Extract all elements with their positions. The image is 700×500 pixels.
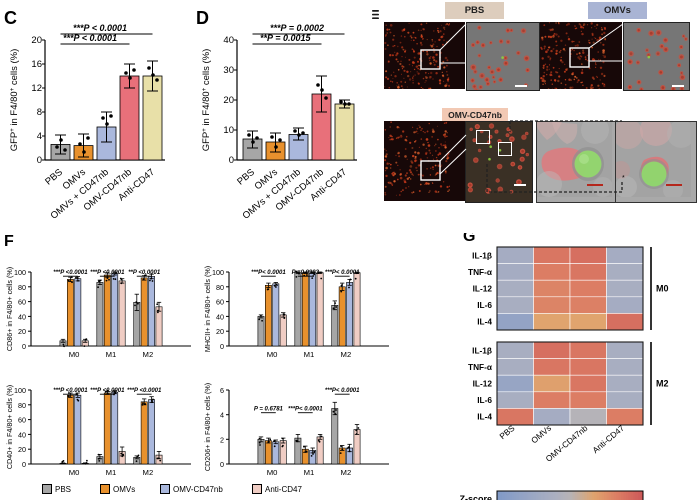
- svg-text:0: 0: [22, 342, 26, 351]
- svg-text:40: 40: [216, 312, 224, 321]
- svg-text:OMVs: OMVs: [529, 423, 553, 445]
- svg-text:6: 6: [220, 386, 224, 395]
- svg-text:IL-6: IL-6: [477, 395, 492, 405]
- svg-text:***P< 0.0001: ***P< 0.0001: [251, 270, 286, 276]
- svg-text:M2: M2: [656, 379, 669, 389]
- svg-text:CD206+ in F4/80+ cells (%): CD206+ in F4/80+ cells (%): [203, 383, 212, 471]
- svg-text:20: 20: [216, 327, 224, 336]
- svg-text:***P< 0.0001: ***P< 0.0001: [325, 270, 360, 276]
- svg-text:M2: M2: [341, 468, 352, 477]
- svg-text:IL-1β: IL-1β: [472, 250, 492, 260]
- svg-text:***P <0.0001: ***P <0.0001: [90, 388, 125, 394]
- svg-text:Anti-CD47: Anti-CD47: [590, 423, 626, 456]
- svg-text:8: 8: [37, 107, 42, 118]
- svg-text:P = 0.6781: P = 0.6781: [254, 407, 284, 413]
- svg-text:M0: M0: [267, 350, 278, 359]
- svg-text:60: 60: [18, 416, 26, 425]
- svg-text:M0: M0: [69, 350, 80, 359]
- svg-text:TNF-α: TNF-α: [468, 267, 493, 277]
- svg-text:IL-12: IL-12: [473, 379, 493, 389]
- svg-text:CD86+ in F4/80+ cells (%): CD86+ in F4/80+ cells (%): [5, 267, 14, 351]
- svg-text:**P <0.0001: **P <0.0001: [128, 270, 161, 276]
- svg-text:20: 20: [18, 327, 26, 336]
- svg-text:4: 4: [37, 131, 42, 142]
- svg-text:G: G: [463, 233, 475, 245]
- svg-text:***P <0.0001: ***P <0.0001: [127, 388, 162, 394]
- svg-text:M1: M1: [304, 350, 315, 359]
- svg-text:***P <0.0001: ***P <0.0001: [90, 270, 125, 276]
- svg-text:TNF-α: TNF-α: [468, 362, 493, 372]
- svg-text:M1: M1: [106, 468, 117, 477]
- svg-text:M1: M1: [106, 350, 117, 359]
- svg-text:CD40+ in F4/80+ cells (%): CD40+ in F4/80+ cells (%): [5, 385, 14, 469]
- svg-text:M0: M0: [656, 284, 669, 294]
- svg-text:MHCII+ in F4/80+ cells (%): MHCII+ in F4/80+ cells (%): [203, 266, 212, 352]
- svg-text:M1: M1: [304, 468, 315, 477]
- svg-text:100: 100: [14, 268, 26, 277]
- svg-text:0: 0: [22, 460, 26, 469]
- svg-text:60: 60: [18, 298, 26, 307]
- svg-text:***P< 0.0001: ***P< 0.0001: [325, 388, 360, 394]
- svg-text:M0: M0: [69, 468, 80, 477]
- svg-text:***P< 0.0001: ***P< 0.0001: [288, 407, 323, 413]
- svg-text:60: 60: [216, 298, 224, 307]
- svg-text:P =0.9993: P =0.9993: [292, 270, 320, 276]
- svg-text:80: 80: [18, 283, 26, 292]
- svg-text:***P <0.0001: ***P <0.0001: [53, 388, 88, 394]
- svg-text:M2: M2: [143, 350, 154, 359]
- svg-text:GFP+ in F4/80+ cells (%): GFP+ in F4/80+ cells (%): [201, 49, 212, 152]
- svg-text:*: *: [622, 175, 625, 182]
- svg-text:0: 0: [37, 155, 42, 166]
- svg-text:M2: M2: [341, 350, 352, 359]
- svg-text:***P < 0.0001: ***P < 0.0001: [63, 33, 117, 43]
- svg-text:20: 20: [31, 35, 42, 46]
- svg-text:20: 20: [223, 95, 234, 106]
- svg-text:M0: M0: [267, 468, 278, 477]
- svg-text:12: 12: [31, 83, 42, 94]
- svg-text:Z-score: Z-score: [459, 494, 492, 500]
- svg-text:IL-12: IL-12: [473, 284, 493, 294]
- svg-text:10: 10: [223, 125, 234, 136]
- svg-text:40: 40: [18, 430, 26, 439]
- svg-text:***P <0.0001: ***P <0.0001: [53, 270, 88, 276]
- svg-text:2: 2: [220, 435, 224, 444]
- svg-text:IL-6: IL-6: [477, 300, 492, 310]
- svg-text:**P = 0.0015: **P = 0.0015: [260, 33, 311, 43]
- svg-text:40: 40: [18, 312, 26, 321]
- svg-text:4: 4: [220, 411, 224, 420]
- svg-text:20: 20: [18, 445, 26, 454]
- svg-text:***P < 0.0001: ***P < 0.0001: [73, 23, 127, 33]
- svg-text:GFP+ in F4/80+ cells (%): GFP+ in F4/80+ cells (%): [9, 49, 20, 152]
- svg-text:***P = 0.0002: ***P = 0.0002: [270, 23, 324, 33]
- svg-text:80: 80: [216, 283, 224, 292]
- svg-text:100: 100: [14, 386, 26, 395]
- svg-text:0: 0: [220, 460, 224, 469]
- svg-text:80: 80: [18, 401, 26, 410]
- svg-text:IL-1β: IL-1β: [472, 345, 492, 355]
- svg-text:0: 0: [229, 155, 234, 166]
- svg-text:100: 100: [212, 268, 224, 277]
- svg-text:16: 16: [31, 59, 42, 70]
- svg-text:0: 0: [220, 342, 224, 351]
- svg-text:40: 40: [223, 35, 234, 46]
- svg-text:IL-4: IL-4: [477, 317, 492, 327]
- svg-text:M2: M2: [143, 468, 154, 477]
- svg-text:IL-4: IL-4: [477, 412, 492, 422]
- svg-text:30: 30: [223, 65, 234, 76]
